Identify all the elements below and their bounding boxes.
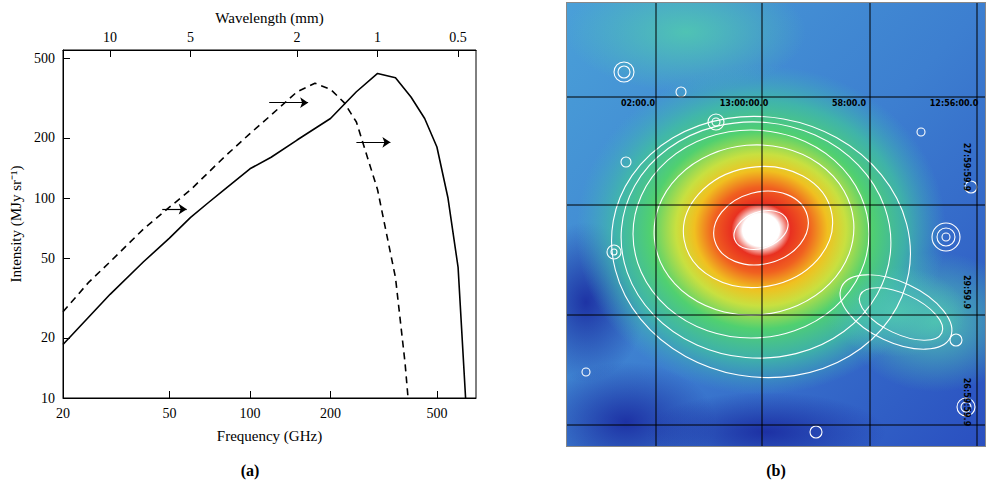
svg-text:200: 200 [34,130,55,145]
svg-text:26:59:59.9: 26:59:59.9 [962,378,971,427]
svg-text:2: 2 [294,30,301,45]
svg-text:Wavelength (mm): Wavelength (mm) [215,10,323,27]
svg-text:Intensity (MJy sr⁻¹): Intensity (MJy sr⁻¹) [8,166,25,283]
svg-text:50: 50 [41,251,55,266]
svg-text:100: 100 [34,191,55,206]
svg-text:27:59:59.9: 27:59:59.9 [962,143,971,192]
html-text:(a): (a) [240,462,260,479]
svg-text:10: 10 [41,391,55,406]
svg-text:13:00:00.0: 13:00:00.0 [720,99,769,108]
svg-text:200: 200 [320,406,341,421]
svg-text:100: 100 [239,406,260,421]
html-text:(b): (b) [766,462,786,479]
svg-text:50: 50 [162,406,176,421]
svg-text:12:56:00.0: 12:56:00.0 [930,99,979,108]
svg-text:1: 1 [374,30,381,45]
svg-text:20: 20 [41,330,55,345]
svg-text:20: 20 [56,406,70,421]
svg-text:5: 5 [187,30,194,45]
svg-text:500: 500 [34,51,55,66]
svg-text:0.5: 0.5 [449,30,467,45]
svg-text:Frequency (GHz): Frequency (GHz) [217,428,322,445]
svg-text:10: 10 [103,30,117,45]
svg-text:58:00.0: 58:00.0 [832,99,867,108]
svg-text:500: 500 [426,406,447,421]
svg-text:29:59.9: 29:59.9 [962,275,971,310]
svg-text:02:00.0: 02:00.0 [621,99,656,108]
